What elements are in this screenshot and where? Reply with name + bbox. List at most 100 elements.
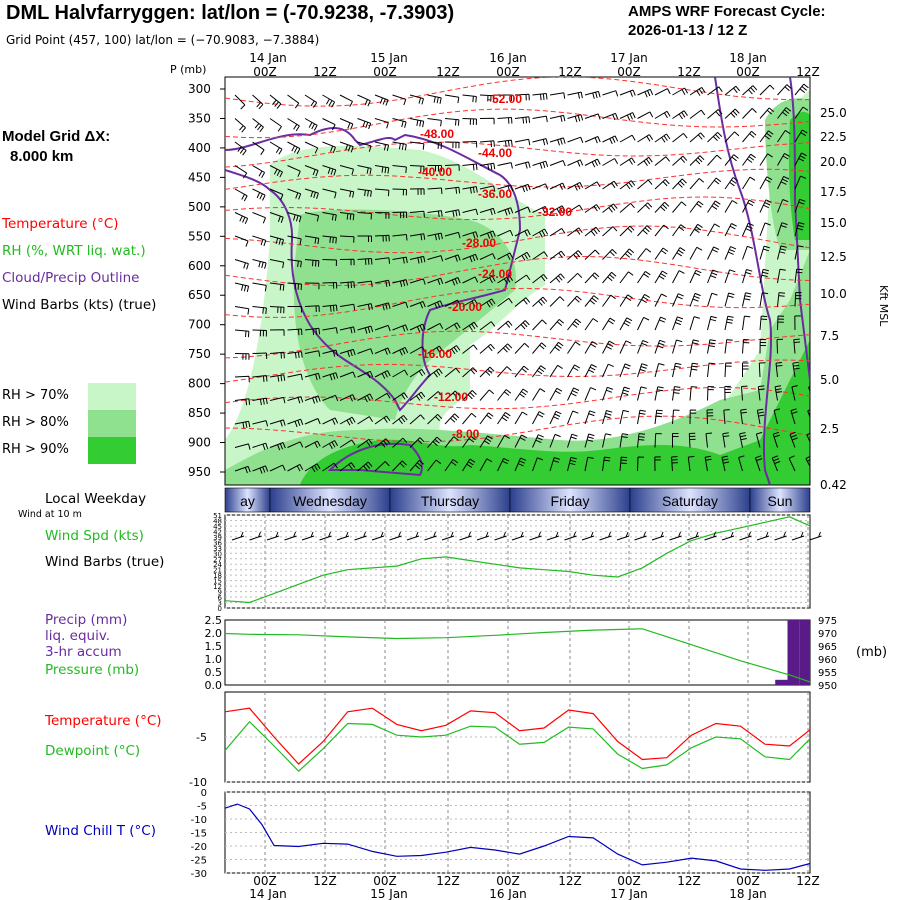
wind-barb (707, 246, 720, 260)
wind-barb (774, 385, 783, 401)
wind-barb (374, 347, 391, 355)
windspd-tick: 6 (218, 594, 223, 602)
legend-rh90-swatch (88, 437, 136, 464)
wind-barb (409, 346, 426, 354)
wind-barb (724, 177, 739, 190)
wind-barb (462, 299, 479, 307)
windchill-line (224, 803, 811, 871)
wind-barb (794, 245, 804, 260)
wind-barb (672, 155, 688, 166)
precip-tick: 1.5 (205, 640, 223, 653)
wind-barb (619, 363, 631, 378)
temperature-contour-line (225, 287, 810, 318)
surface-wind-barb (599, 531, 612, 541)
temperature-tick: -5 (196, 731, 207, 744)
wind-barb (672, 224, 686, 237)
wind-barb (742, 245, 754, 260)
wind-barb (427, 232, 443, 241)
wind-barb (637, 386, 647, 401)
wind-barb (707, 109, 723, 119)
wind-barb (357, 118, 372, 130)
wind-barb (637, 134, 654, 143)
wind-barb (514, 229, 531, 237)
wind-barb (689, 132, 705, 143)
wind-barb (234, 165, 248, 179)
wind-barb (619, 409, 630, 425)
legend-rh70-swatch (88, 383, 136, 410)
wind-barb (794, 152, 807, 166)
precip-label-accum: 3-hr accum (45, 644, 122, 660)
weekday-cell (509, 487, 631, 513)
wind-barb (619, 134, 636, 143)
wind-barb (444, 254, 461, 262)
wind-barb (252, 352, 268, 360)
wind-barb (322, 259, 337, 267)
wind-barb (794, 292, 802, 307)
windspd-tick: 27 (213, 556, 222, 564)
temperature-panel-label: Temperature (°C) (45, 713, 162, 729)
wind-barb (479, 298, 496, 308)
wind-barb (584, 364, 597, 378)
temperature-contour-label: -12.00 (434, 390, 468, 404)
wind-barb (672, 178, 687, 190)
wind-barb (479, 435, 493, 448)
wind-barb (637, 340, 649, 354)
cloud-outline-main (225, 127, 522, 412)
wind-barb (322, 235, 337, 244)
windspd-tick: 45 (213, 523, 222, 531)
kft-axis-title: Kft MSL (877, 285, 890, 327)
wind-barb (409, 414, 425, 425)
wind-barb (374, 212, 390, 219)
kft-tick-label: 22.5 (820, 130, 847, 144)
wind-barb (688, 432, 696, 448)
windspd-line (224, 516, 811, 604)
top-hour-label: 12Z (436, 65, 460, 79)
temperature-line (224, 707, 811, 765)
wind-barb (409, 368, 426, 378)
wind-barb (689, 155, 705, 166)
wind-barb (602, 180, 618, 190)
top-hour-label: 12Z (796, 65, 820, 79)
wind-barb (759, 315, 768, 331)
kft-tick-label: 0.42 (820, 478, 847, 492)
wind-barb (322, 141, 336, 153)
temperature-contour-line (225, 386, 810, 410)
wind-barb (514, 116, 531, 124)
wind-barb (567, 227, 583, 237)
legend-rh70-label: RH > 70% (2, 388, 69, 403)
wind-barb (567, 159, 584, 167)
wind-barb (777, 199, 789, 213)
wind-barb (689, 409, 697, 425)
wind-barb (739, 432, 747, 448)
wind-barb (777, 222, 788, 237)
wind-barb (811, 339, 818, 354)
cloud-outline-right2 (789, 77, 810, 381)
wind-barb (706, 409, 714, 425)
wind-barb (637, 156, 653, 166)
wind-barb (689, 386, 698, 401)
wind-barb (619, 433, 629, 448)
wind-barb (479, 94, 495, 102)
wind-barb (304, 350, 321, 357)
wind-barb (269, 141, 283, 155)
top-hour-label: 00Z (373, 65, 397, 79)
wind-barb (287, 118, 300, 132)
pressure-tick-label: 400 (188, 141, 211, 155)
wind-barb (339, 462, 356, 472)
wind-barb (721, 455, 730, 472)
windchill-panel-label: Wind Chill T (°C) (45, 823, 156, 839)
wind-barb (322, 165, 337, 176)
wind-barb (462, 208, 479, 216)
wind-barb (724, 362, 732, 378)
wind-barb (479, 321, 496, 331)
kft-tick-label: 17.5 (820, 185, 847, 199)
wind-barb (287, 373, 303, 381)
wind-barb (409, 94, 424, 105)
wind-barb (777, 268, 786, 284)
wind-barb (740, 408, 747, 425)
windbarb-label: Wind Barbs (true) (45, 554, 165, 570)
wind-barb (252, 188, 266, 201)
pressure-tick-label: 500 (188, 200, 211, 214)
pressure-label: Pressure (mb) (45, 662, 140, 678)
wind-barb (252, 420, 269, 427)
